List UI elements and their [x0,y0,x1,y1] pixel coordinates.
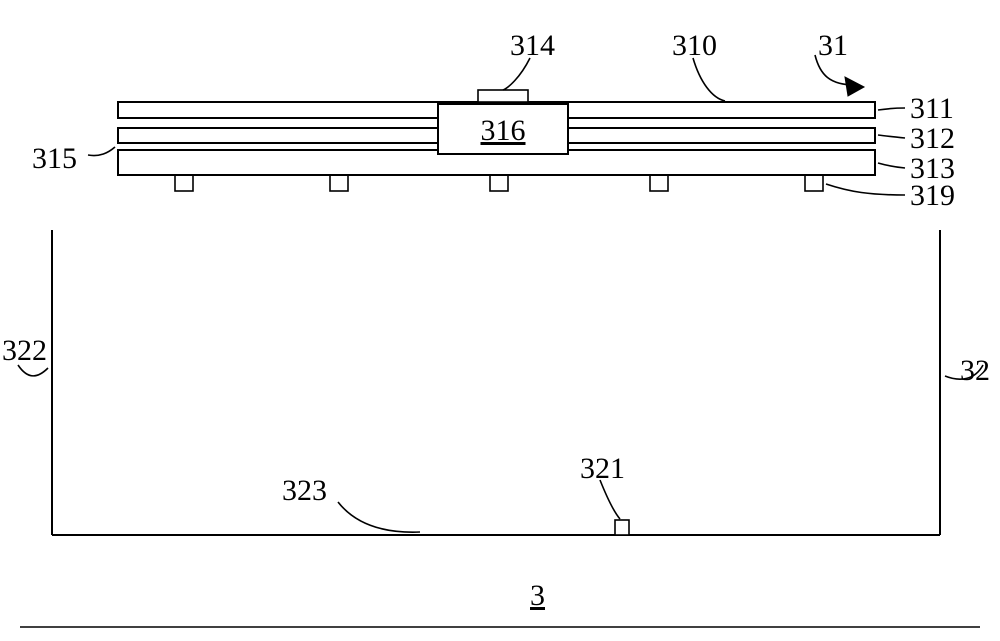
svg-text:322: 322 [2,334,47,367]
svg-text:321: 321 [580,452,625,485]
svg-text:311: 311 [910,92,954,125]
svg-text:31: 31 [818,29,848,62]
svg-text:323: 323 [282,474,327,507]
svg-text:316: 316 [481,114,526,147]
svg-text:319: 319 [910,179,955,212]
svg-text:310: 310 [672,29,717,62]
figure-shapes [20,90,980,627]
patent-figure: 31314310311312313319315322323233213316 [0,0,1000,641]
svg-text:314: 314 [510,29,555,62]
svg-text:3: 3 [530,579,545,612]
svg-text:312: 312 [910,122,955,155]
svg-text:32: 32 [960,354,990,387]
svg-text:315: 315 [32,142,77,175]
